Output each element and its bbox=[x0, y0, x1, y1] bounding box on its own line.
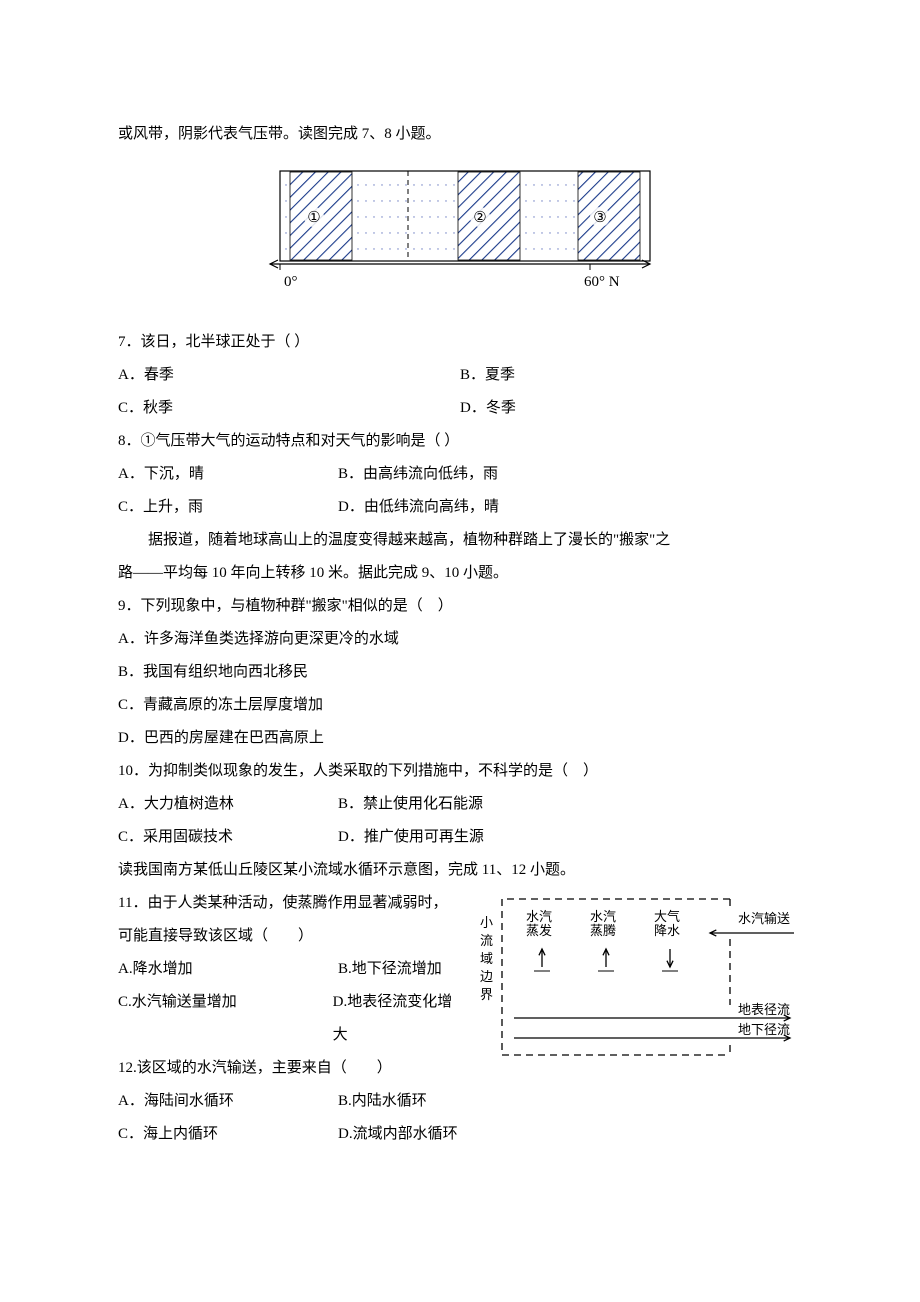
svg-text:水汽蒸腾: 水汽蒸腾 bbox=[590, 909, 616, 938]
svg-text:②: ② bbox=[473, 210, 486, 226]
q9-stem: 9．下列现象中，与植物种群"搬家"相似的是（ ） bbox=[118, 590, 802, 623]
q9-opt-b: B．我国有组织地向西北移民 bbox=[118, 656, 802, 689]
svg-text:③: ③ bbox=[593, 210, 606, 226]
q11-opt-b: B.地下径流增加 bbox=[338, 953, 442, 986]
diagram-pressure-belts: ① ② ③ 0° 60° N bbox=[118, 163, 802, 316]
q11-opt-a: A.降水增加 bbox=[118, 953, 338, 986]
svg-text:0°: 0° bbox=[284, 274, 298, 290]
q8-opt-c: C．上升，雨 bbox=[118, 491, 338, 524]
q11-stem-b: 可能直接导致该区域（ ） bbox=[118, 920, 464, 953]
svg-text:60° N: 60° N bbox=[584, 274, 620, 290]
q11-opt-d: D.地表径流变化增大 bbox=[333, 986, 464, 1052]
intro-7-8: 或风带，阴影代表气压带。读图完成 7、8 小题。 bbox=[118, 118, 802, 151]
q11-stem-a: 11．由于人类某种活动，使蒸腾作用显著减弱时， bbox=[118, 887, 464, 920]
q8-stem: 8．①气压带大气的运动特点和对天气的影响是（ ） bbox=[118, 425, 802, 458]
svg-text:小: 小 bbox=[480, 915, 493, 930]
q12-opt-d: D.流域内部水循环 bbox=[338, 1118, 458, 1151]
q7-opt-b: B．夏季 bbox=[460, 359, 802, 392]
svg-text:流: 流 bbox=[480, 933, 493, 948]
q7-opt-d: D．冬季 bbox=[460, 392, 802, 425]
svg-text:界: 界 bbox=[480, 987, 493, 1002]
q10-stem: 10．为抑制类似现象的发生，人类采取的下列措施中，不科学的是（ ） bbox=[118, 755, 802, 788]
intro-11-12: 读我国南方某低山丘陵区某小流域水循环示意图，完成 11、12 小题。 bbox=[118, 854, 802, 887]
q12-opt-a: A．海陆间水循环 bbox=[118, 1085, 338, 1118]
diagram-water-cycle: 小流域边界 水汽蒸发 水汽蒸腾 大气降水 水汽输送地表径流地下径流 bbox=[464, 887, 802, 1076]
q10-opt-a: A．大力植树造林 bbox=[118, 788, 338, 821]
q10-opt-d: D．推广使用可再生源 bbox=[338, 821, 484, 854]
q8-opt-a: A．下沉，晴 bbox=[118, 458, 338, 491]
q12-opt-c: C．海上内循环 bbox=[118, 1118, 338, 1151]
q9-opt-d: D．巴西的房屋建在巴西高原上 bbox=[118, 722, 802, 755]
q10-opt-c: C．采用固碳技术 bbox=[118, 821, 338, 854]
q9-opt-c: C．青藏高原的冻土层厚度增加 bbox=[118, 689, 802, 722]
q7-opt-c: C．秋季 bbox=[118, 392, 460, 425]
svg-text:①: ① bbox=[307, 210, 320, 226]
svg-text:边: 边 bbox=[480, 969, 493, 984]
svg-text:域: 域 bbox=[480, 951, 493, 966]
q7-stem: 7．该日，北半球正处于（ ） bbox=[118, 326, 802, 359]
svg-text:地表径流: 地表径流 bbox=[738, 1002, 790, 1017]
q11-opt-c: C.水汽输送量增加 bbox=[118, 986, 333, 1052]
q12-stem: 12.该区域的水汽输送，主要来自（ ） bbox=[118, 1052, 464, 1085]
q9-opt-a: A．许多海洋鱼类选择游向更深更冷的水域 bbox=[118, 623, 802, 656]
q7-opt-a: A．春季 bbox=[118, 359, 460, 392]
svg-text:大气降水: 大气降水 bbox=[654, 909, 680, 938]
intro-9-10-b: 路——平均每 10 年向上转移 10 米。据此完成 9、10 小题。 bbox=[118, 557, 802, 590]
svg-text:水汽输送: 水汽输送 bbox=[738, 911, 790, 926]
q12-opt-b: B.内陆水循环 bbox=[338, 1085, 427, 1118]
svg-text:地下径流: 地下径流 bbox=[738, 1022, 790, 1037]
svg-text:水汽蒸发: 水汽蒸发 bbox=[526, 909, 552, 938]
q10-opt-b: B．禁止使用化石能源 bbox=[338, 788, 483, 821]
intro-9-10-a: 据报道，随着地球高山上的温度变得越来越高，植物种群踏上了漫长的"搬家"之 bbox=[118, 524, 802, 557]
q8-opt-b: B．由高纬流向低纬，雨 bbox=[338, 458, 498, 491]
q8-opt-d: D．由低纬流向高纬，晴 bbox=[338, 491, 499, 524]
